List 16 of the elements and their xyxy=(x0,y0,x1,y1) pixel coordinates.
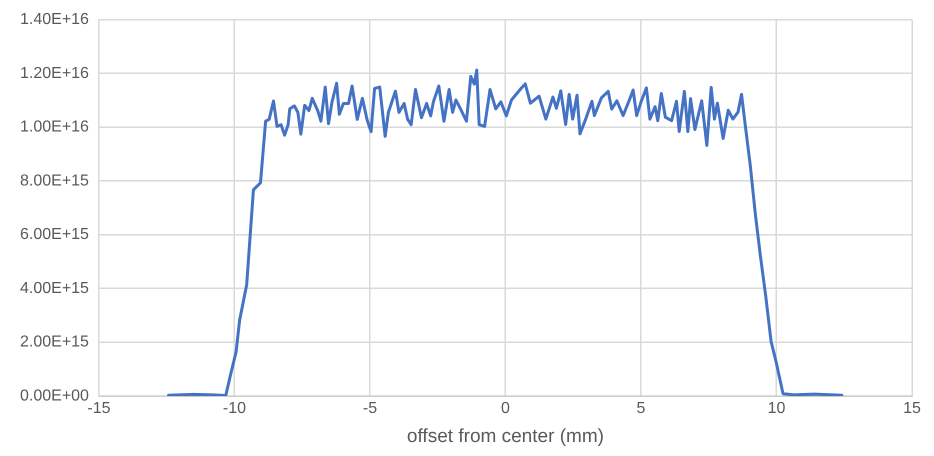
x-tick-label: 0 xyxy=(501,400,510,418)
y-tick-label: 4.00E+15 xyxy=(20,280,90,297)
x-tick-label: -5 xyxy=(362,400,378,418)
x-tick-label: -10 xyxy=(222,400,246,418)
y-tick-label: 1.00E+16 xyxy=(20,118,90,136)
x-axis-title: offset from center (mm) xyxy=(406,426,604,447)
y-tick-label: 0.00E+00 xyxy=(20,387,90,404)
x-tick-label: 5 xyxy=(636,400,646,418)
y-tick-label: 8.00E+15 xyxy=(20,172,90,190)
y-tick-label: 6.00E+15 xyxy=(20,226,90,244)
y-tick-label: 2.00E+15 xyxy=(20,334,90,351)
x-tick-label: -15 xyxy=(87,400,111,418)
x-tick-label: 15 xyxy=(903,400,921,418)
y-tick-label: 1.40E+16 xyxy=(20,11,90,28)
x-tick-label: 10 xyxy=(768,400,786,418)
y-tick-label: 1.20E+16 xyxy=(20,64,90,82)
